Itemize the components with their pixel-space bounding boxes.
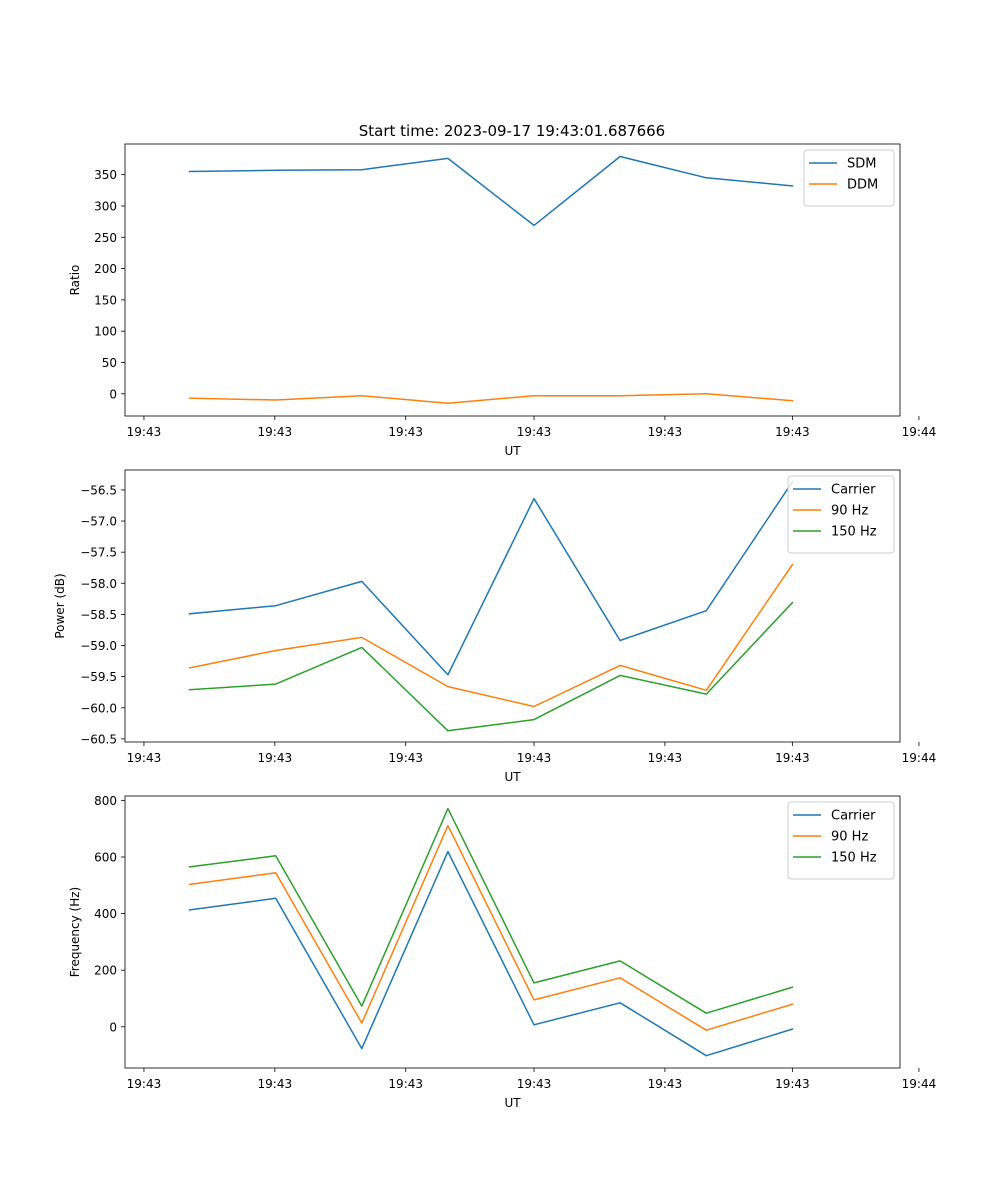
y-tick-label: 600	[94, 850, 117, 864]
y-tick-label: 250	[94, 231, 117, 245]
legend-box	[787, 801, 895, 880]
x-tick-label: 19:44	[902, 425, 937, 439]
legend-label: Carrier	[831, 483, 876, 498]
y-tick-label: −58.5	[80, 608, 117, 622]
legend-label: 90 Hz	[831, 830, 868, 845]
plot-3: 19:43 19:43 19:43 19:43 19:43 19:43 19:44 0 200 4…	[68, 794, 936, 1110]
axes-frame	[124, 469, 901, 743]
y-tick-label: −58.0	[80, 577, 117, 591]
x-tick-label: 19:43	[648, 751, 683, 765]
y-tick-label: 150	[94, 293, 117, 307]
plots: 19:43 19:43 19:43 19:43 19:43 19:43 19:44 0 50 10…	[53, 143, 937, 1110]
y-tick-label: 100	[94, 325, 117, 339]
plot-2: 19:43 19:43 19:43 19:43 19:43 19:43 19:44 −60.5…	[53, 469, 937, 784]
legend-label: Carrier	[831, 809, 876, 824]
x-tick-label: 19:43	[258, 425, 293, 439]
series-line-sdm	[188, 155, 794, 227]
y-tick-label: −59.0	[80, 639, 117, 653]
y-tick-label: 50	[102, 356, 117, 370]
x-tick-label: 19:43	[388, 751, 423, 765]
legend-box	[803, 149, 895, 207]
x-tick-label: 19:43	[388, 1077, 423, 1091]
y-tick-label: −59.5	[80, 670, 117, 684]
x-axis-label: UT	[504, 1096, 521, 1110]
figure-title: Start time: 2023-09-17 19:43:01.687666	[359, 122, 665, 140]
x-tick-label: 19:44	[902, 1077, 937, 1091]
legend-label: 150 Hz	[831, 525, 877, 540]
y-tick-label: −60.5	[80, 732, 117, 746]
y-tick-label: 350	[94, 168, 117, 182]
x-axis-label: UT	[504, 444, 521, 458]
series-line-90-hz	[188, 824, 794, 1031]
x-tick-label: 19:43	[127, 425, 162, 439]
y-tick-label: −57.5	[80, 546, 117, 560]
y-tick-label: 0	[109, 387, 117, 401]
legend-box	[787, 475, 895, 554]
x-tick-label: 19:43	[517, 751, 552, 765]
x-tick-label: 19:43	[258, 751, 293, 765]
y-axis-label: Ratio	[68, 265, 82, 296]
y-tick-label: −60.0	[80, 701, 117, 715]
y-tick-label: 200	[94, 262, 117, 276]
legend-label: 90 Hz	[831, 504, 868, 519]
y-tick-label: 200	[94, 964, 117, 978]
y-tick-label: 400	[94, 907, 117, 921]
y-tick-label: 300	[94, 199, 117, 213]
x-tick-label: 19:43	[775, 425, 810, 439]
x-tick-label: 19:43	[775, 751, 810, 765]
legend: Carrier 90 Hz 150 Hz	[787, 475, 895, 554]
plot-1: 19:43 19:43 19:43 19:43 19:43 19:43 19:44 0 50 10…	[68, 143, 937, 458]
x-tick-label: 19:43	[388, 425, 423, 439]
series-line-carrier	[188, 480, 794, 676]
series-line-150-hz	[188, 807, 794, 1014]
x-tick-label: 19:43	[775, 1077, 810, 1091]
x-tick-label: 19:43	[127, 751, 162, 765]
x-axis-label: UT	[504, 770, 521, 784]
legend: SDM DDM	[803, 149, 895, 207]
legend: Carrier 90 Hz 150 Hz	[787, 801, 895, 880]
legend-label: DDM	[847, 178, 878, 193]
axes-frame	[124, 795, 901, 1069]
y-axis-label: Power (dB)	[53, 573, 67, 638]
x-tick-label: 19:43	[517, 425, 552, 439]
y-tick-label: −57.0	[80, 515, 117, 529]
y-tick-label: −56.5	[80, 483, 117, 497]
axes-frame	[124, 143, 901, 417]
series-line-ddm	[188, 393, 794, 404]
x-tick-label: 19:43	[258, 1077, 293, 1091]
series-line-90-hz	[188, 563, 794, 708]
x-tick-label: 19:43	[517, 1077, 552, 1091]
legend-label: 150 Hz	[831, 851, 877, 866]
series-line-150-hz	[188, 601, 794, 732]
legend-label: SDM	[847, 157, 876, 172]
series-line-carrier	[188, 850, 794, 1057]
y-tick-label: 0	[109, 1020, 117, 1034]
x-tick-label: 19:43	[648, 1077, 683, 1091]
x-tick-label: 19:44	[902, 751, 937, 765]
x-tick-label: 19:43	[648, 425, 683, 439]
y-tick-label: 800	[94, 794, 117, 808]
y-axis-label: Frequency (Hz)	[68, 887, 82, 978]
x-tick-label: 19:43	[127, 1077, 162, 1091]
